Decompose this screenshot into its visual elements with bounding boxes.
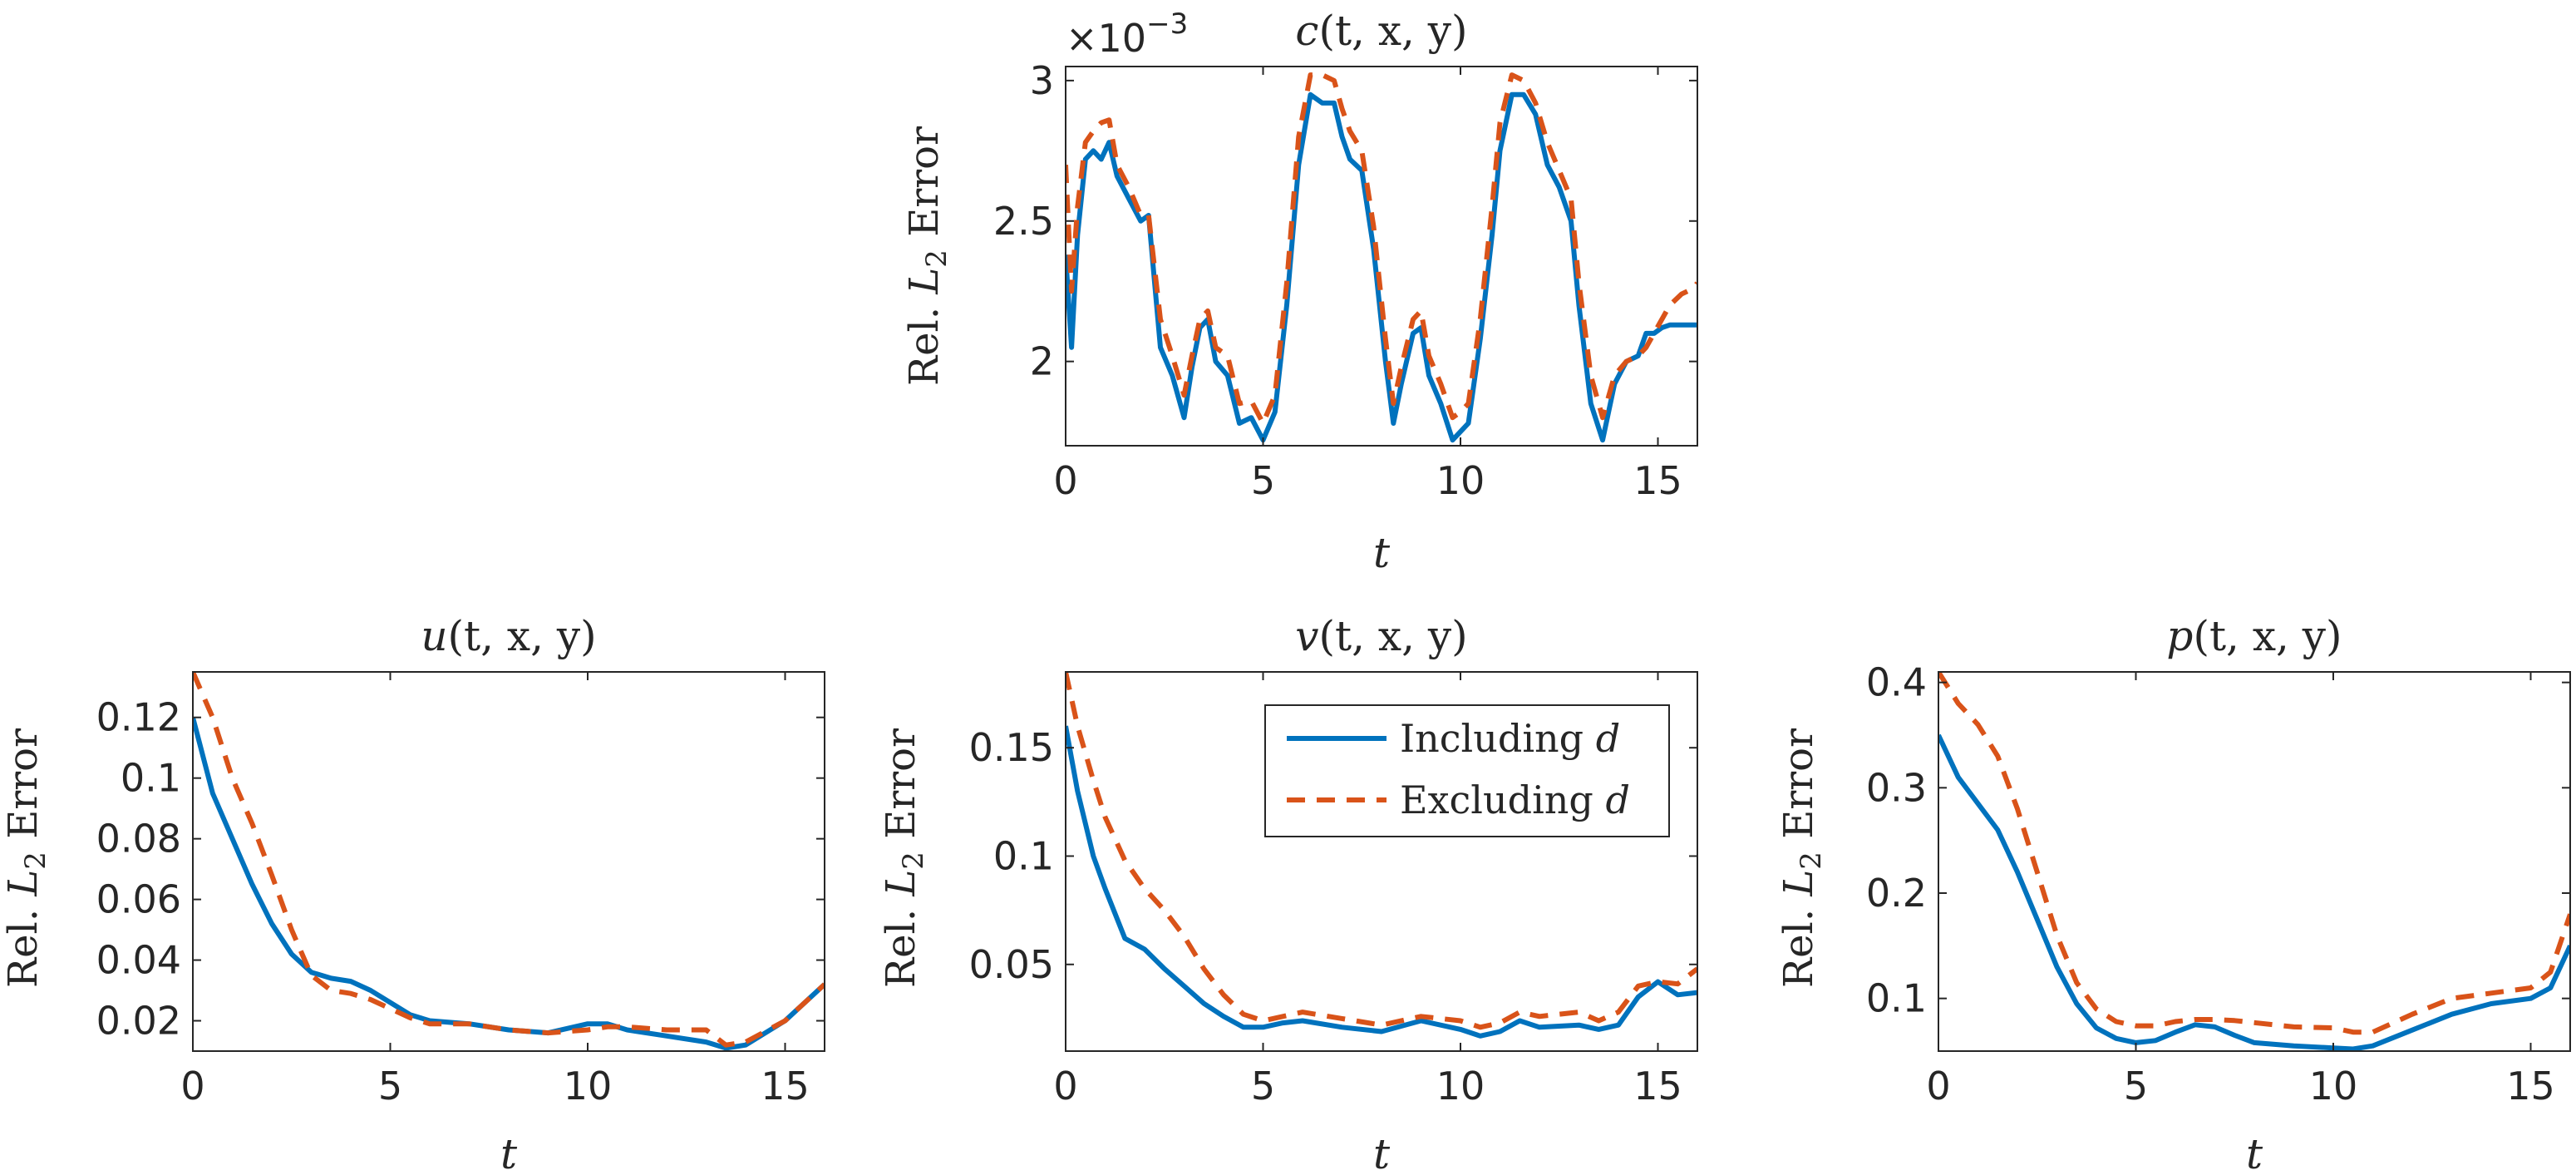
- y-tick-label: 0.1: [1866, 976, 1927, 1021]
- x-tick-label: 15: [2506, 1064, 2555, 1108]
- y-tick-label: 0.1: [121, 756, 181, 801]
- x-tick-label: 0: [1053, 458, 1077, 503]
- y-tick-label: 2: [1030, 339, 1054, 384]
- xlabel-u: t: [500, 1130, 518, 1175]
- title-v: v(t, x, y): [1295, 612, 1467, 660]
- y-tick-label: 0.06: [96, 877, 181, 922]
- series-line-excluding-u: [193, 672, 825, 1048]
- panel-c: c(t, x, y) ×10−3 Rel. L2 Error t 0 5 10 15 2…: [901, 7, 1698, 577]
- panel-p: p(t, x, y) Rel. L2 Error t 0 5 10 15 0.1 0.2 0…: [1776, 612, 2571, 1175]
- y-tick-label: 0.2: [1866, 871, 1927, 916]
- y-tick-label: 0.4: [1866, 660, 1927, 705]
- y-tick-label: 0.15: [969, 725, 1054, 770]
- x-tick-label: 0: [1053, 1064, 1077, 1108]
- plot-area-u: [193, 672, 825, 1051]
- title-c: c(t, x, y): [1295, 7, 1467, 55]
- x-tick-label: 15: [1633, 458, 1682, 503]
- plot-area-p: [1938, 672, 2570, 1051]
- y-tick-label: 3: [1030, 58, 1054, 103]
- series-line-including-v: [1066, 725, 1697, 1039]
- xlabel-c: t: [1373, 529, 1391, 577]
- title-u: u(t, x, y): [421, 612, 596, 660]
- x-tick-label: 5: [378, 1064, 402, 1108]
- y-tick-label: 0.05: [969, 942, 1054, 987]
- axes-frame-v: [1065, 671, 1698, 1052]
- y-tick-label: 2.5: [993, 199, 1054, 244]
- xlabel-p: t: [2246, 1130, 2263, 1175]
- x-tick-label: 10: [564, 1064, 613, 1108]
- y-tick-label: 0.02: [96, 999, 181, 1044]
- ylabel-u: Rel. L2 Error: [0, 728, 52, 988]
- x-tick-label: 0: [180, 1064, 204, 1108]
- series-line-excluding-v: [1066, 672, 1697, 1030]
- ylabel-p: Rel. L2 Error: [1776, 728, 1828, 988]
- series-line-including-p: [1938, 733, 2570, 1051]
- x-tick-label: 5: [1251, 458, 1275, 503]
- x-tick-label: 10: [2309, 1064, 2358, 1108]
- axes-frame-u: [192, 671, 825, 1052]
- legend: Including d Excluding d: [1264, 704, 1670, 837]
- legend-label-excluding: Excluding d: [1400, 778, 1630, 822]
- x-tick-label: 0: [1926, 1064, 1950, 1108]
- exponent-label: ×10−3: [1066, 7, 1188, 61]
- y-tick-label: 0.1: [993, 833, 1054, 878]
- plot-area-v: [1066, 672, 1697, 1039]
- y-tick-label: 0.04: [96, 938, 181, 983]
- series-line-including-u: [193, 716, 825, 1051]
- ylabel-v: Rel. L2 Error: [878, 728, 930, 988]
- title-p: p(t, x, y): [2166, 612, 2342, 660]
- x-tick-label: 15: [1633, 1064, 1682, 1108]
- axes-frame-p: [1938, 671, 2571, 1052]
- x-tick-label: 10: [1436, 458, 1485, 503]
- panel-u: u(t, x, y) Rel. L2 Error t 0 5 10 15 0.02 0.0…: [0, 612, 825, 1175]
- x-tick-label: 15: [761, 1064, 810, 1108]
- plot-area-c: [1066, 72, 1697, 443]
- x-tick-label: 10: [1436, 1064, 1485, 1108]
- series-line-excluding-c: [1066, 72, 1697, 426]
- y-tick-label: 0.08: [96, 817, 181, 862]
- series-line-excluding-p: [1938, 672, 2570, 1035]
- x-tick-label: 5: [1251, 1064, 1275, 1108]
- panel-v: v(t, x, y) Rel. L2 Error t Including d E…: [878, 612, 1698, 1175]
- xlabel-v: t: [1373, 1130, 1391, 1175]
- y-tick-label: 0.12: [96, 695, 181, 740]
- legend-label-including: Including d: [1400, 716, 1620, 761]
- ylabel-c: Rel. L2 Error: [901, 126, 953, 386]
- y-tick-label: 0.3: [1866, 765, 1927, 810]
- x-tick-label: 5: [2124, 1064, 2148, 1108]
- axes-frame-c: [1065, 66, 1698, 447]
- legend-box: [1264, 704, 1670, 837]
